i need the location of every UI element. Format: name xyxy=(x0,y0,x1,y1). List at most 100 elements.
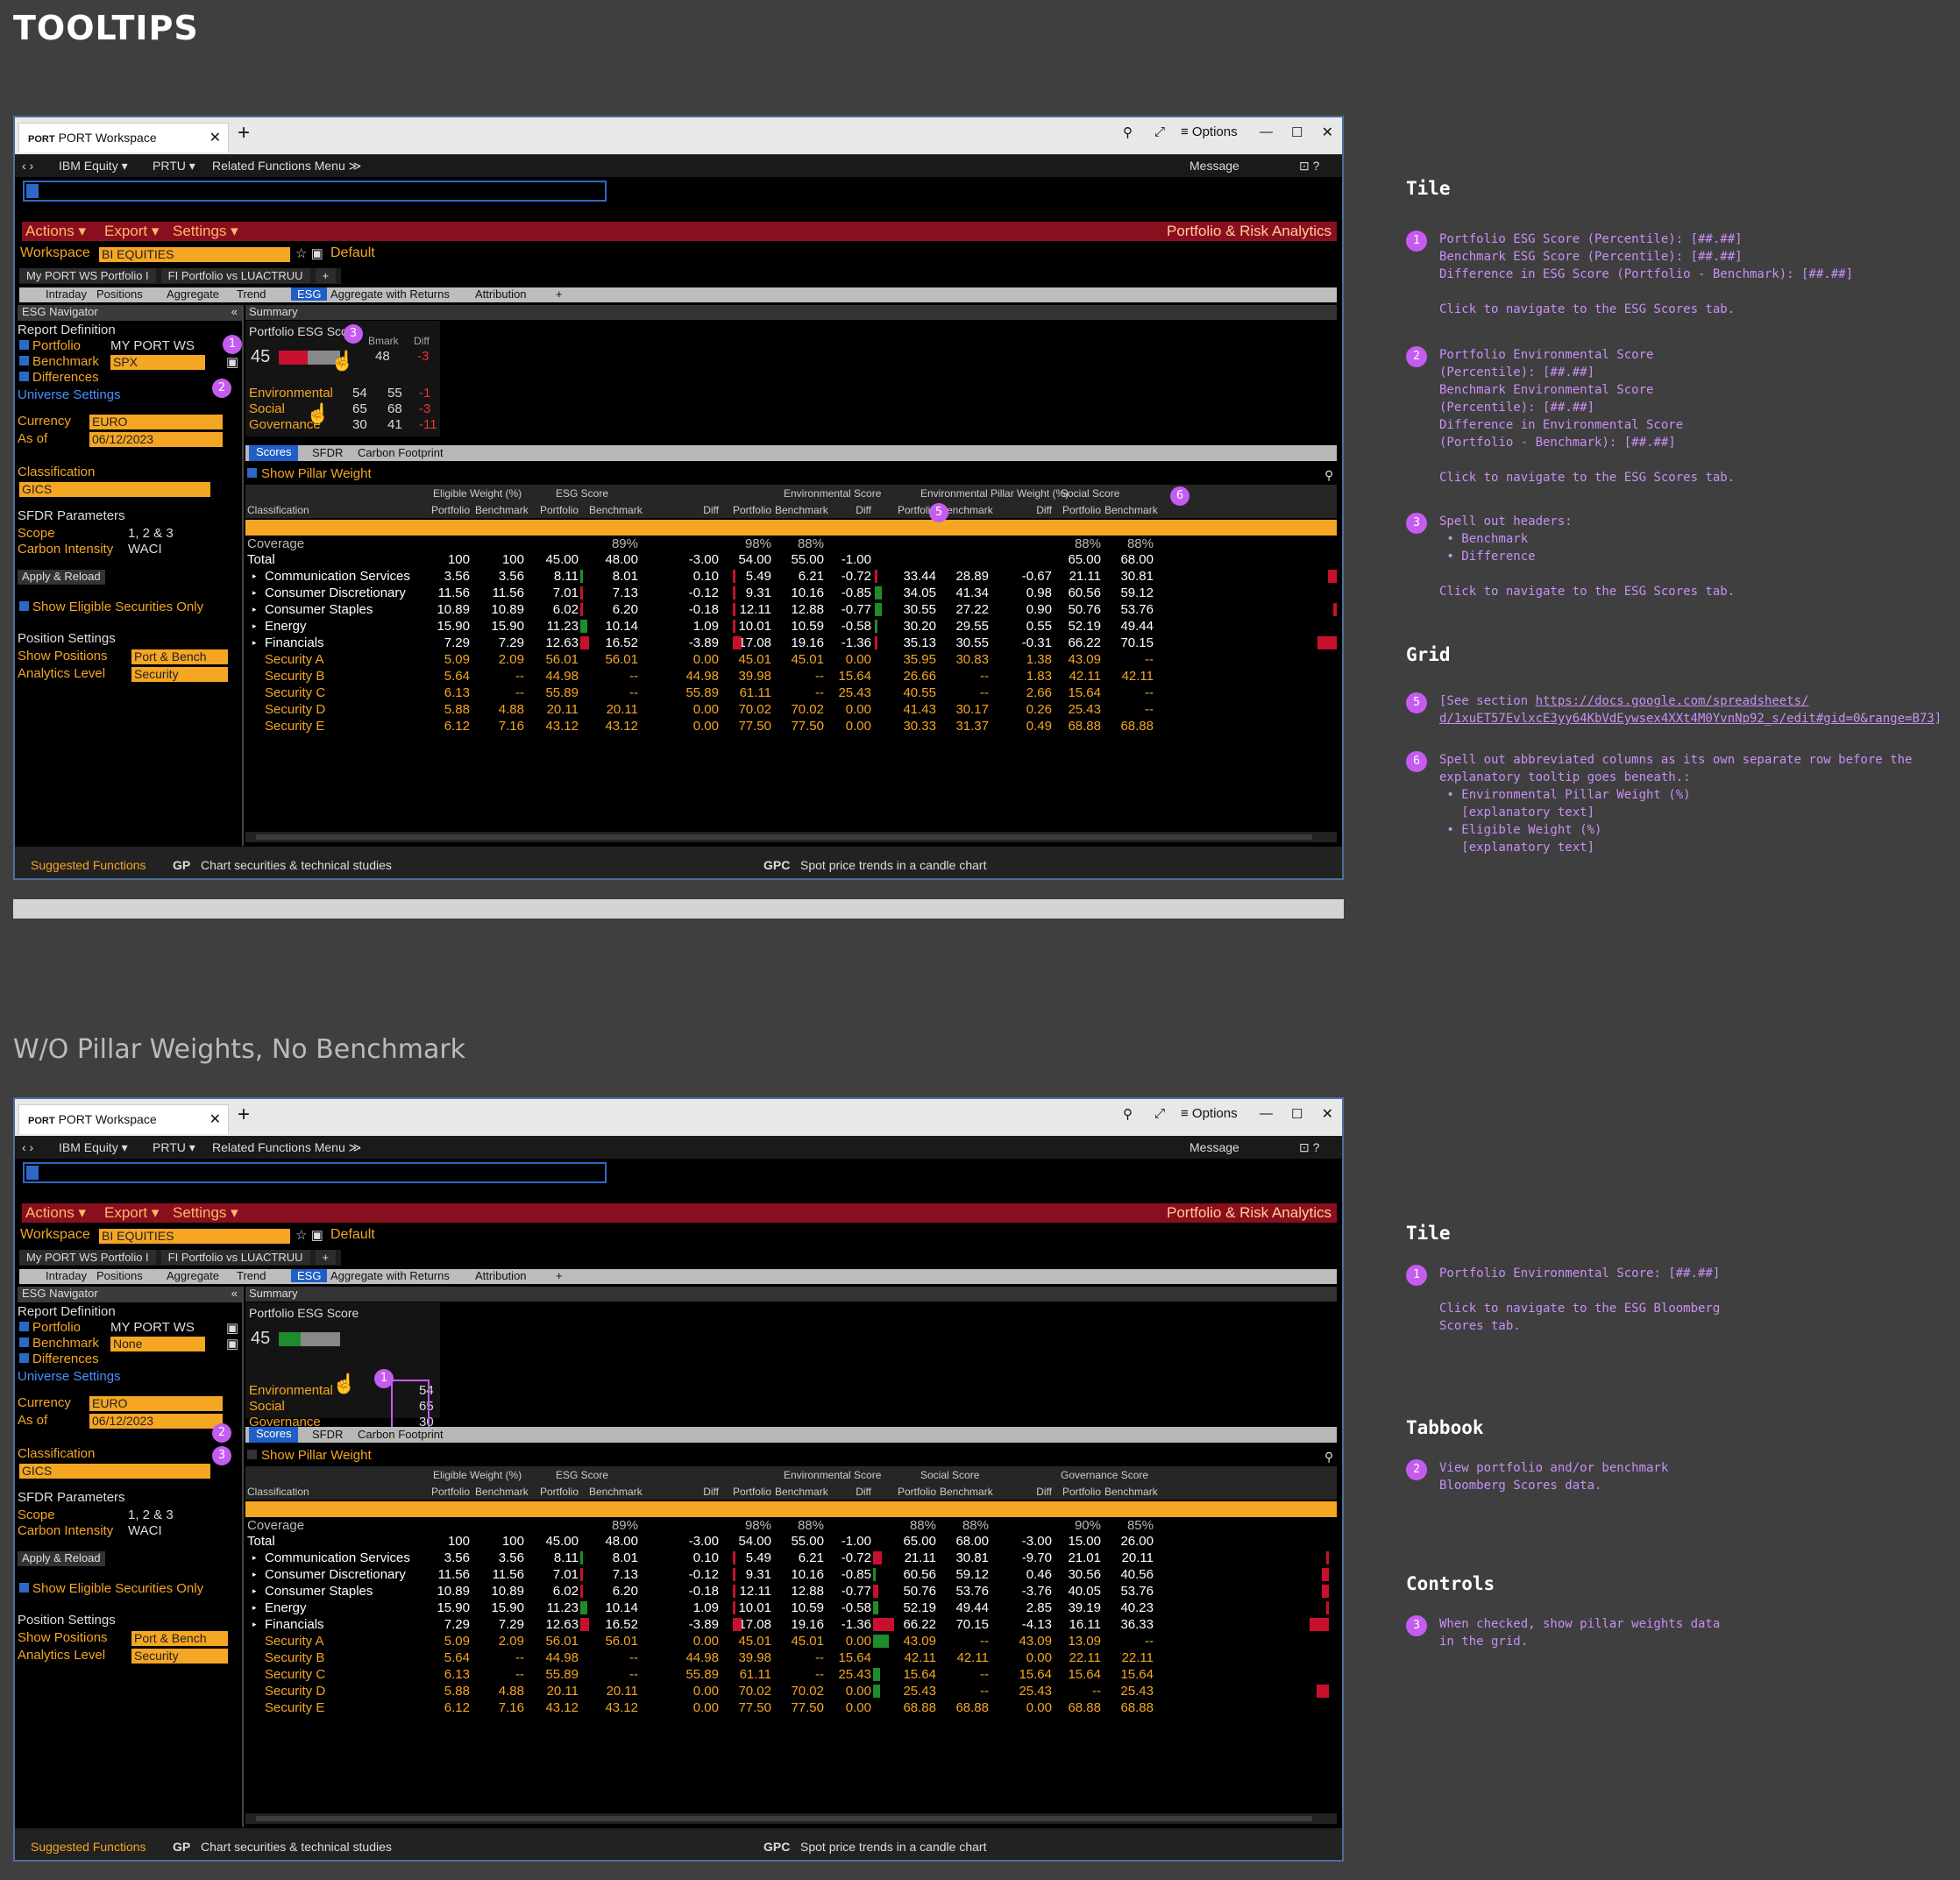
expand-icon[interactable]: ⤢ xyxy=(1154,1106,1166,1121)
column-header[interactable]: Benchmark xyxy=(589,504,643,516)
pillar-weight-checkbox[interactable] xyxy=(247,1450,257,1459)
tab-sfdr[interactable]: SFDR xyxy=(312,1428,344,1441)
minimize-icon[interactable]: — xyxy=(1260,1106,1273,1121)
table-row[interactable]: Consumer Discretionary ▸ 11.56 11.56 7.01 7.1… xyxy=(245,1566,1337,1583)
expand-icon[interactable]: ▸ xyxy=(252,1620,257,1628)
tab-esg[interactable]: ESG xyxy=(291,287,328,301)
table-row[interactable]: Total 100 100 45.00 48.00 -3.00 54.00 55.00 -1.0… xyxy=(245,551,1337,568)
analytics-level-select[interactable]: Security xyxy=(131,667,228,682)
table-row[interactable]: Security E 6.12 7.16 43.12 43.12 0.00 77.50 77.… xyxy=(245,718,1337,734)
tab-intraday[interactable]: Intraday xyxy=(46,1269,87,1282)
column-header[interactable]: Classification xyxy=(247,504,309,516)
folder-icon[interactable]: ▣ xyxy=(226,1321,239,1336)
differences-checkbox[interactable] xyxy=(19,1353,29,1363)
tab-carbon-footprint[interactable]: Carbon Footprint xyxy=(358,1428,444,1441)
expand-icon[interactable]: ▸ xyxy=(252,1553,257,1562)
table-row[interactable]: Security A 5.09 2.09 56.01 56.01 0.00 45.01 45.… xyxy=(245,1633,1337,1649)
expand-icon[interactable]: ▸ xyxy=(252,571,257,580)
pillar-social-label[interactable]: Social xyxy=(249,401,285,416)
portfolio-tab[interactable]: My PORT WS Portfolio I xyxy=(19,268,156,283)
command-line-input[interactable] xyxy=(23,1162,607,1183)
expand-icon[interactable]: ⤢ xyxy=(1154,124,1166,139)
pillar-environmental-label[interactable]: Environmental xyxy=(249,1383,333,1398)
column-header[interactable]: Diff xyxy=(856,1486,871,1498)
collapse-icon[interactable]: « xyxy=(231,1287,238,1300)
layout-icon[interactable]: ⊡ ? xyxy=(1299,159,1320,173)
benchmark-folder-icon[interactable]: ▣ xyxy=(226,1337,239,1351)
close-tab-icon[interactable]: ✕ xyxy=(209,131,221,145)
expand-icon[interactable]: ▸ xyxy=(252,621,257,630)
note-5-link[interactable]: https://docs.google.com/spreadsheets/ d/… xyxy=(1439,694,1935,726)
table-row[interactable]: Communication Services ▸ 3.56 3.56 8.11 8.01 0… xyxy=(245,568,1337,585)
export-menu[interactable]: Export ▾ xyxy=(104,223,160,239)
differences-checkbox[interactable] xyxy=(19,372,29,381)
eligible-checkbox[interactable] xyxy=(19,1583,29,1593)
table-row[interactable]: Security D 5.88 4.88 20.11 20.11 0.00 70.02 70.… xyxy=(245,1683,1337,1699)
portfolio-tab[interactable]: My PORT WS Portfolio I xyxy=(19,1250,156,1265)
table-row[interactable]: Consumer Staples ▸ 10.89 10.89 6.02 6.20 -0.18… xyxy=(245,601,1337,618)
column-header[interactable]: Diff xyxy=(703,1486,719,1498)
table-row[interactable]: Total 100 100 45.00 48.00 -3.00 54.00 55.00 -1.0… xyxy=(245,1533,1337,1550)
column-header[interactable]: Benchmark xyxy=(940,1486,993,1498)
maximize-icon[interactable]: ☐ xyxy=(1291,1107,1303,1122)
table-row[interactable]: Consumer Discretionary ▸ 11.56 11.56 7.01 7.1… xyxy=(245,585,1337,601)
column-header[interactable]: Portfolio xyxy=(732,504,771,516)
analytics-level-select[interactable]: Security xyxy=(131,1649,228,1664)
security-selector[interactable]: IBM Equity ▾ xyxy=(59,159,128,173)
portfolio-risk-analytics-link[interactable]: Portfolio & Risk Analytics xyxy=(1166,1204,1332,1221)
column-header[interactable]: Portfolio xyxy=(1062,1486,1101,1498)
column-header[interactable]: Benchmark xyxy=(940,504,993,516)
table-row[interactable]: Communication Services ▸ 3.56 3.56 8.11 8.01 0… xyxy=(245,1550,1337,1566)
tab-attribution[interactable]: Attribution xyxy=(475,1269,527,1282)
related-functions-menu[interactable]: Related Functions Menu ≫ xyxy=(212,159,362,173)
column-header[interactable]: Classification xyxy=(247,1486,309,1498)
tab-positions[interactable]: Positions xyxy=(96,1269,143,1282)
command-line-input[interactable] xyxy=(23,181,607,202)
horizontal-scrollbar[interactable] xyxy=(245,1813,1337,1824)
classification-select[interactable]: GICS xyxy=(19,1464,210,1479)
column-header[interactable]: Benchmark xyxy=(775,1486,828,1498)
table-row[interactable]: Security D 5.88 4.88 20.11 20.11 0.00 70.02 70.… xyxy=(245,701,1337,718)
column-header[interactable]: Portfolio xyxy=(539,504,579,516)
portfolio-tab[interactable]: FI Portfolio vs LUACTRUU xyxy=(160,268,310,283)
settings-menu[interactable]: Settings ▾ xyxy=(173,1204,238,1221)
tab-aggregate[interactable]: Aggregate xyxy=(167,1269,219,1282)
expand-icon[interactable]: ▸ xyxy=(252,1570,257,1578)
apply-reload-button[interactable]: Apply & Reload xyxy=(18,1551,105,1566)
security-selector[interactable]: IBM Equity ▾ xyxy=(59,1140,128,1154)
gpc-code[interactable]: GPC xyxy=(763,858,791,872)
expand-icon[interactable]: ▸ xyxy=(252,588,257,597)
show-positions-select[interactable]: Port & Bench xyxy=(131,649,228,664)
summary-header[interactable]: Summary xyxy=(245,305,1337,320)
default-label[interactable]: Default xyxy=(330,1227,375,1242)
benchmark-checkbox[interactable] xyxy=(19,1337,29,1347)
pillar-weight-checkbox[interactable] xyxy=(247,468,257,478)
gpc-code[interactable]: GPC xyxy=(763,1840,791,1854)
column-header[interactable]: Portfolio xyxy=(897,1486,936,1498)
new-tab-button[interactable]: + xyxy=(238,121,251,145)
column-header[interactable]: Portfolio xyxy=(539,1486,579,1498)
related-functions-menu[interactable]: Related Functions Menu ≫ xyxy=(212,1140,362,1154)
table-row[interactable]: Financials ▸ 7.29 7.29 12.63 16.52 -3.89 17.08 1… xyxy=(245,1616,1337,1633)
portfolio-checkbox[interactable] xyxy=(19,340,29,350)
tab-intraday[interactable]: Intraday xyxy=(46,287,87,301)
table-row[interactable]: Security B 5.64 -- 44.98 -- 44.98 39.98 -- 15.64… xyxy=(245,1649,1337,1666)
actions-menu[interactable]: Actions ▾ xyxy=(25,1204,87,1221)
column-header[interactable]: Diff xyxy=(856,504,871,516)
close-window-icon[interactable]: ✕ xyxy=(1321,125,1333,140)
workspace-select[interactable]: BI EQUITIES xyxy=(99,247,290,262)
horizontal-scrollbar[interactable] xyxy=(245,832,1337,842)
default-label[interactable]: Default xyxy=(330,245,375,260)
column-header[interactable]: Portfolio xyxy=(897,504,936,516)
function-selector[interactable]: PRTU ▾ xyxy=(153,159,195,173)
pillar-environmental-label[interactable]: Environmental xyxy=(249,386,333,401)
classification-select[interactable]: GICS xyxy=(19,482,210,497)
column-header[interactable]: Diff xyxy=(1036,1486,1052,1498)
asof-date-input[interactable]: 06/12/2023 xyxy=(89,1414,223,1429)
summary-header[interactable]: Summary xyxy=(245,1287,1337,1302)
tab-sfdr[interactable]: SFDR xyxy=(312,446,344,459)
tab-trend[interactable]: Trend xyxy=(237,287,266,301)
table-row[interactable]: Energy ▸ 15.90 15.90 11.23 10.14 1.09 10.01 10.5… xyxy=(245,1600,1337,1616)
portfolio-checkbox[interactable] xyxy=(19,1322,29,1331)
export-menu[interactable]: Export ▾ xyxy=(104,1204,160,1221)
